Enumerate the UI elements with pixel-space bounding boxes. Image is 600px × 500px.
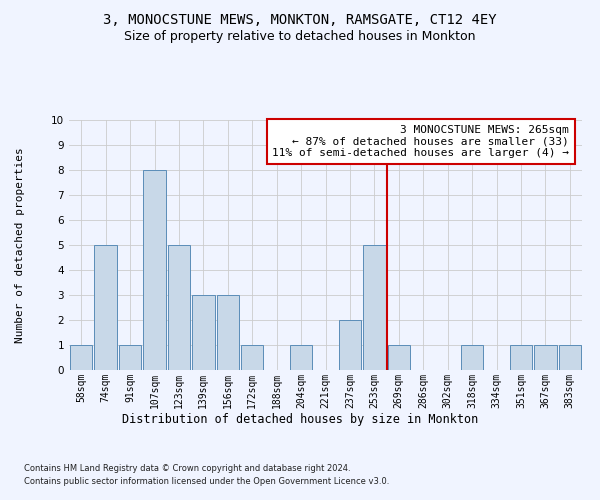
Bar bbox=[192, 295, 215, 370]
Bar bbox=[241, 345, 263, 370]
Bar bbox=[119, 345, 142, 370]
Bar bbox=[167, 245, 190, 370]
Bar bbox=[338, 320, 361, 370]
Bar bbox=[461, 345, 484, 370]
Y-axis label: Number of detached properties: Number of detached properties bbox=[16, 147, 25, 343]
Text: Contains HM Land Registry data © Crown copyright and database right 2024.: Contains HM Land Registry data © Crown c… bbox=[24, 464, 350, 473]
Bar bbox=[388, 345, 410, 370]
Bar bbox=[534, 345, 557, 370]
Text: 3, MONOCSTUNE MEWS, MONKTON, RAMSGATE, CT12 4EY: 3, MONOCSTUNE MEWS, MONKTON, RAMSGATE, C… bbox=[103, 12, 497, 26]
Bar bbox=[70, 345, 92, 370]
Text: Size of property relative to detached houses in Monkton: Size of property relative to detached ho… bbox=[124, 30, 476, 43]
Bar bbox=[559, 345, 581, 370]
Text: Contains public sector information licensed under the Open Government Licence v3: Contains public sector information licen… bbox=[24, 478, 389, 486]
Text: 3 MONOCSTUNE MEWS: 265sqm
← 87% of detached houses are smaller (33)
11% of semi-: 3 MONOCSTUNE MEWS: 265sqm ← 87% of detac… bbox=[272, 125, 569, 158]
Bar bbox=[363, 245, 386, 370]
Bar bbox=[290, 345, 313, 370]
Bar bbox=[143, 170, 166, 370]
Bar bbox=[94, 245, 117, 370]
Bar bbox=[217, 295, 239, 370]
Text: Distribution of detached houses by size in Monkton: Distribution of detached houses by size … bbox=[122, 412, 478, 426]
Bar bbox=[509, 345, 532, 370]
